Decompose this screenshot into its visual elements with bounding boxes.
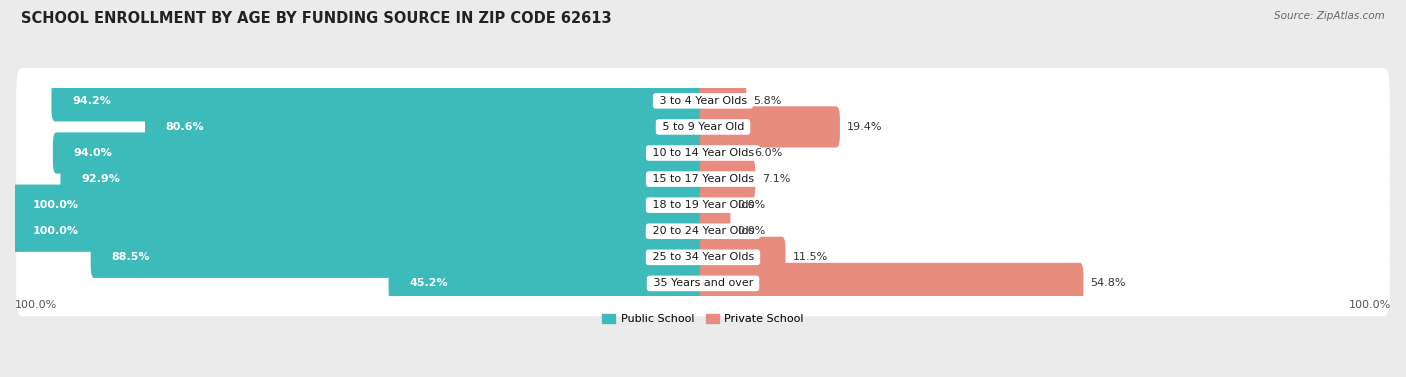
FancyBboxPatch shape [17, 224, 1389, 290]
Text: 20 to 24 Year Olds: 20 to 24 Year Olds [648, 226, 758, 236]
Text: SCHOOL ENROLLMENT BY AGE BY FUNDING SOURCE IN ZIP CODE 62613: SCHOOL ENROLLMENT BY AGE BY FUNDING SOUR… [21, 11, 612, 26]
Text: 10 to 14 Year Olds: 10 to 14 Year Olds [648, 148, 758, 158]
FancyBboxPatch shape [52, 80, 706, 121]
Text: 45.2%: 45.2% [409, 278, 449, 288]
FancyBboxPatch shape [17, 198, 1389, 264]
Text: 100.0%: 100.0% [1348, 300, 1391, 310]
FancyBboxPatch shape [700, 237, 786, 278]
FancyBboxPatch shape [145, 106, 706, 147]
FancyBboxPatch shape [700, 185, 731, 226]
Text: 54.8%: 54.8% [1090, 278, 1126, 288]
FancyBboxPatch shape [700, 80, 747, 121]
Text: 88.5%: 88.5% [111, 252, 150, 262]
Text: 11.5%: 11.5% [793, 252, 828, 262]
FancyBboxPatch shape [700, 158, 755, 200]
Text: 19.4%: 19.4% [846, 122, 883, 132]
Text: 7.1%: 7.1% [762, 174, 790, 184]
Text: 6.0%: 6.0% [755, 148, 783, 158]
FancyBboxPatch shape [17, 68, 1389, 134]
Text: 18 to 19 Year Olds: 18 to 19 Year Olds [648, 200, 758, 210]
Text: 0.0%: 0.0% [737, 226, 766, 236]
Text: 100.0%: 100.0% [32, 200, 79, 210]
FancyBboxPatch shape [60, 158, 706, 200]
FancyBboxPatch shape [700, 263, 1084, 304]
FancyBboxPatch shape [11, 211, 706, 252]
Text: 100.0%: 100.0% [15, 300, 58, 310]
Text: 94.2%: 94.2% [72, 96, 111, 106]
FancyBboxPatch shape [388, 263, 706, 304]
FancyBboxPatch shape [11, 185, 706, 226]
Text: 5 to 9 Year Old: 5 to 9 Year Old [658, 122, 748, 132]
Text: 15 to 17 Year Olds: 15 to 17 Year Olds [648, 174, 758, 184]
Legend: Public School, Private School: Public School, Private School [598, 309, 808, 328]
FancyBboxPatch shape [17, 251, 1389, 316]
FancyBboxPatch shape [17, 94, 1389, 160]
Text: Source: ZipAtlas.com: Source: ZipAtlas.com [1274, 11, 1385, 21]
FancyBboxPatch shape [700, 132, 748, 174]
Text: 25 to 34 Year Olds: 25 to 34 Year Olds [648, 252, 758, 262]
Text: 80.6%: 80.6% [166, 122, 204, 132]
Text: 94.0%: 94.0% [73, 148, 112, 158]
FancyBboxPatch shape [53, 132, 706, 174]
Text: 92.9%: 92.9% [82, 174, 120, 184]
FancyBboxPatch shape [700, 211, 731, 252]
Text: 3 to 4 Year Olds: 3 to 4 Year Olds [655, 96, 751, 106]
Text: 100.0%: 100.0% [32, 226, 79, 236]
FancyBboxPatch shape [90, 237, 706, 278]
FancyBboxPatch shape [17, 146, 1389, 212]
Text: 5.8%: 5.8% [754, 96, 782, 106]
Text: 0.0%: 0.0% [737, 200, 766, 210]
FancyBboxPatch shape [17, 172, 1389, 238]
FancyBboxPatch shape [700, 106, 839, 147]
Text: 35 Years and over: 35 Years and over [650, 278, 756, 288]
FancyBboxPatch shape [17, 120, 1389, 186]
